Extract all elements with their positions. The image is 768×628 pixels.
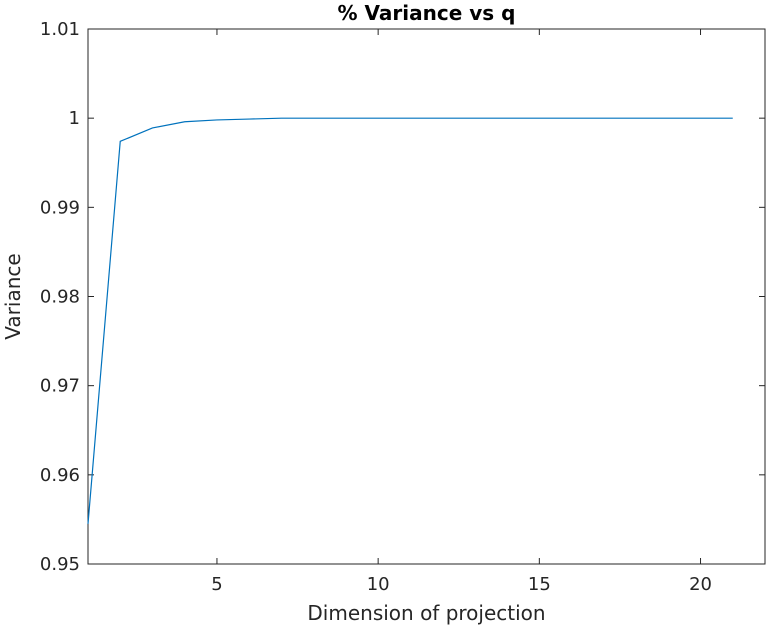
y-tick-label: 0.99: [40, 197, 80, 218]
y-tick-label: 0.98: [40, 287, 80, 308]
x-tick-label: 20: [689, 574, 712, 595]
y-tick-label: 0.96: [40, 465, 80, 486]
x-axis: 5 10 15 20: [211, 29, 712, 595]
variance-series-line: [87, 117, 733, 524]
x-tick-label: 15: [528, 574, 551, 595]
x-axis-label: Dimension of projection: [307, 601, 545, 625]
plot-area: [87, 28, 766, 565]
chart-title: % Variance vs q: [338, 1, 516, 25]
x-tick-label: 10: [367, 574, 390, 595]
y-axis-label: Variance: [1, 253, 25, 339]
y-tick-label: 0.95: [40, 554, 80, 575]
series-layer: [87, 117, 733, 524]
y-tick-label: 1.01: [40, 19, 80, 40]
x-tick-label: 5: [211, 574, 222, 595]
y-axis: 0.95 0.96 0.97 0.98 0.99 1 1.01: [40, 19, 765, 575]
y-tick-label: 1: [69, 108, 80, 129]
y-tick-label: 0.97: [40, 376, 80, 397]
